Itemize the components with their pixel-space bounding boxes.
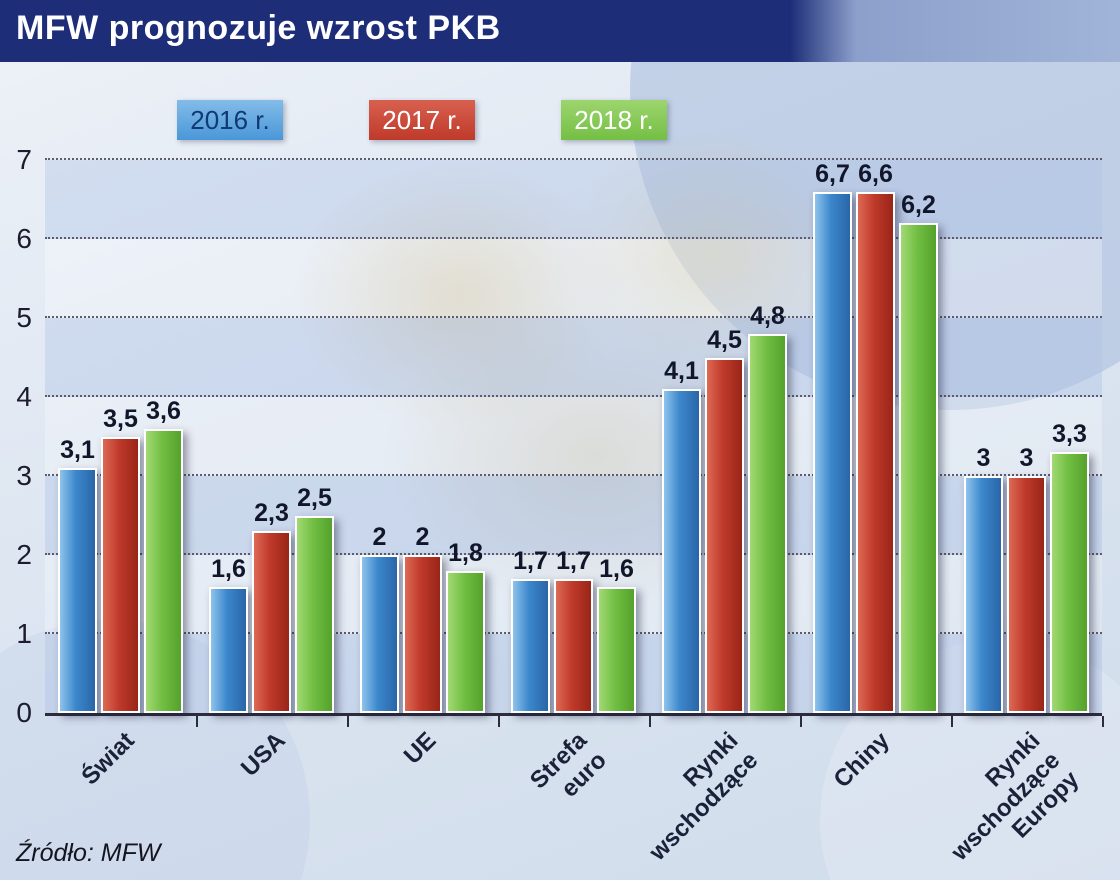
axis-tick [196, 716, 198, 727]
x-axis-label: Świat [76, 727, 140, 791]
bar-2016r-1 [209, 586, 248, 713]
axis-tick [649, 716, 651, 727]
bar-wrapper: 1,8 [446, 160, 485, 713]
bar-value-label: 2 [372, 523, 387, 551]
bar-wrapper: 1,6 [209, 160, 248, 713]
axis-tick [800, 716, 802, 727]
bar-wrapper: 2,5 [295, 160, 334, 713]
y-tick-label: 1 [16, 618, 32, 649]
y-tick-label: 7 [16, 144, 32, 175]
legend-item-2016: 2016 r. [177, 100, 283, 140]
axis-tick [498, 716, 500, 727]
bar-value-label: 1,6 [211, 554, 246, 583]
legend-item-2017: 2017 r. [369, 100, 475, 140]
bar-wrapper: 3,6 [144, 160, 183, 713]
ticks-layer [45, 160, 1104, 727]
bar-2018r-1 [295, 515, 334, 713]
bar-value-label: 3,5 [103, 404, 138, 433]
x-axis-label: Chiny [828, 727, 895, 794]
bar-value-label: 2 [415, 523, 430, 551]
y-axis: 0 1 2 3 4 5 6 7 [0, 144, 40, 728]
bar-wrapper: 2 [360, 160, 399, 713]
bar-2016r-2 [360, 555, 399, 713]
gridline [45, 158, 1102, 160]
bar-2016r-0 [58, 468, 97, 713]
gridline [45, 237, 1102, 239]
bar-value-label: 3,3 [1052, 420, 1087, 449]
gridline [45, 553, 1102, 555]
bar-group: 3,1 3,5 3,6 Świat [58, 160, 183, 790]
y-tick-label: 3 [16, 460, 32, 491]
gridline [45, 474, 1102, 476]
bar-2018r-3 [597, 586, 636, 713]
bar-group: 1,6 2,3 2,5 USA [209, 160, 334, 782]
x-axis-label: Rynki wschodzące [644, 727, 764, 866]
bar-2017r-3 [554, 578, 593, 713]
axis-tick [347, 716, 349, 727]
y-tick-label: 4 [16, 381, 32, 412]
plot-area: 3,1 3,5 3,6 Świat 1,6 2,3 2,5 USA 2 2 1,8 UE 1,7 1,7 1… [45, 158, 1104, 866]
bar-value-label: 1,7 [513, 546, 548, 575]
bar-wrapper: 1,6 [597, 160, 636, 713]
bar-wrapper: 1,7 [511, 160, 550, 713]
x-axis-label: UE [398, 727, 442, 770]
bar-wrapper: 3,1 [58, 160, 97, 713]
x-axis-label: Strefa euro [525, 727, 613, 803]
bar-wrapper: 2 [403, 160, 442, 713]
bar-group: 2 2 1,8 UE [360, 160, 485, 770]
bar-value-label: 2,5 [297, 483, 332, 512]
bar-wrapper: 2,3 [252, 160, 291, 713]
x-axis-label: USA [235, 727, 291, 782]
bar-2018r-0 [144, 428, 183, 713]
y-tick-label: 2 [16, 539, 32, 570]
bar-2017r-4 [705, 357, 744, 713]
gridline [45, 395, 1102, 397]
y-tick-label: 6 [16, 223, 32, 254]
y-tick-label: 0 [16, 697, 32, 728]
x-axis-label: Rynki wschodzące Europy [946, 727, 1085, 866]
bar-value-label: 3,6 [146, 396, 181, 425]
bar-2016r-4 [662, 389, 701, 713]
bar-value-label: 1,7 [556, 546, 591, 575]
bar-wrapper: 1,7 [554, 160, 593, 713]
bar-value-label: 1,8 [448, 538, 483, 567]
page-title: MFW prognozuje wzrost PKB [16, 9, 501, 47]
gridline [45, 316, 1102, 318]
bar-value-label: 3 [1019, 444, 1034, 472]
bar-group: 1,7 1,7 1,6 Strefa euro [511, 160, 636, 802]
bar-value-label: 2,3 [254, 499, 289, 528]
bar-wrapper: 3,5 [101, 160, 140, 713]
bar-value-label: 3 [976, 444, 991, 472]
y-tick-label: 5 [16, 302, 32, 333]
bar-2017r-0 [101, 436, 140, 713]
legend-item-2018: 2018 r. [561, 100, 667, 140]
legend: 2016 r. 2017 r. 2018 r. [177, 100, 667, 140]
bar-2018r-2 [446, 570, 485, 713]
bar-2016r-3 [511, 578, 550, 713]
bar-value-label: 3,1 [60, 436, 95, 465]
source-note: Źródło: MFW [16, 839, 161, 867]
bar-2017r-1 [252, 531, 291, 713]
axis-tick [1102, 716, 1104, 727]
bar-value-label: 1,6 [599, 554, 634, 583]
axis-tick [951, 716, 953, 727]
bar-2017r-2 [403, 555, 442, 713]
